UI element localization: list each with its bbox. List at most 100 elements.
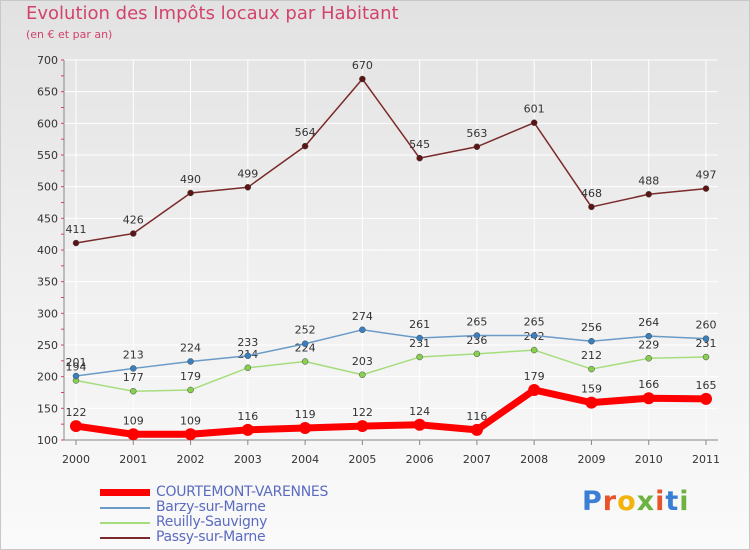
data-point xyxy=(585,396,598,409)
data-point xyxy=(588,337,595,345)
logo-letter: i xyxy=(655,486,666,517)
y-tick-label: 100 xyxy=(37,434,58,447)
data-label: 122 xyxy=(66,406,87,419)
legend-label: Passy-sur-Marne xyxy=(156,529,266,545)
data-label: 252 xyxy=(295,324,316,337)
y-tick-label: 550 xyxy=(37,149,58,162)
data-label: 116 xyxy=(237,410,258,423)
data-label: 109 xyxy=(180,414,201,427)
data-label: 116 xyxy=(466,410,487,423)
data-label: 468 xyxy=(581,187,602,200)
y-tick-label: 300 xyxy=(37,307,58,320)
data-point xyxy=(642,392,655,405)
data-point xyxy=(702,353,710,361)
y-tick-label: 200 xyxy=(37,371,58,384)
data-label: 601 xyxy=(524,103,545,116)
data-point xyxy=(416,154,423,162)
data-label: 564 xyxy=(295,126,316,139)
data-label: 179 xyxy=(180,370,201,383)
data-point xyxy=(645,355,652,362)
x-tick-label: 2011 xyxy=(692,453,720,466)
data-point xyxy=(530,119,538,126)
y-tick-label: 250 xyxy=(37,339,58,352)
data-label: 166 xyxy=(638,378,659,391)
data-label: 265 xyxy=(524,316,545,329)
data-label: 264 xyxy=(638,316,659,329)
logo-letter: t xyxy=(665,486,680,517)
data-point xyxy=(187,189,194,197)
data-point xyxy=(130,365,137,372)
data-label: 231 xyxy=(409,337,430,350)
data-point xyxy=(416,353,423,361)
data-label: 229 xyxy=(638,338,659,351)
logo-letter: o xyxy=(617,486,637,517)
data-label: 261 xyxy=(409,318,430,331)
x-tick-label: 2002 xyxy=(177,453,205,466)
y-tick-label: 600 xyxy=(37,117,58,130)
y-tick-label: 150 xyxy=(37,402,58,415)
data-label: 212 xyxy=(581,349,602,362)
data-point xyxy=(416,334,423,342)
data-point xyxy=(244,364,252,372)
data-label: 213 xyxy=(123,348,144,361)
data-point xyxy=(184,428,197,441)
data-label: 499 xyxy=(237,167,258,180)
chart-subtitle: (en € et par an) xyxy=(26,28,113,41)
data-label: 201 xyxy=(66,356,87,369)
y-tick-label: 700 xyxy=(37,54,58,67)
data-point xyxy=(528,383,541,396)
logo-letter: P xyxy=(582,486,603,517)
logo-letter: r xyxy=(602,486,618,517)
data-point xyxy=(473,350,481,358)
data-label: 256 xyxy=(581,321,602,334)
data-point xyxy=(359,371,366,379)
data-label: 497 xyxy=(696,169,717,182)
series-line xyxy=(75,349,707,392)
x-tick-label: 2007 xyxy=(463,453,491,466)
data-label: 159 xyxy=(581,383,602,396)
data-label: 119 xyxy=(295,408,316,421)
y-tick-label: 450 xyxy=(37,212,58,225)
data-point xyxy=(72,239,80,247)
data-label: 177 xyxy=(123,371,144,384)
logo-letter: x xyxy=(636,486,656,517)
data-point xyxy=(473,143,481,151)
data-label: 194 xyxy=(66,360,87,373)
data-point xyxy=(530,332,538,339)
x-tick-label: 2009 xyxy=(577,453,605,466)
series-line xyxy=(72,386,710,438)
data-point xyxy=(130,387,137,395)
data-point xyxy=(130,230,137,237)
x-tick-label: 2005 xyxy=(348,453,376,466)
data-point xyxy=(241,423,254,436)
legend-swatch xyxy=(100,507,150,509)
data-point xyxy=(645,191,652,198)
data-point xyxy=(359,75,366,83)
series-line xyxy=(75,329,707,377)
legend-swatch xyxy=(100,489,150,496)
data-point xyxy=(359,326,366,334)
data-point xyxy=(413,418,426,431)
data-point xyxy=(244,352,252,360)
data-label: 563 xyxy=(466,127,487,140)
data-point xyxy=(187,358,194,365)
data-point xyxy=(301,358,309,365)
data-point xyxy=(70,420,82,433)
data-label: 260 xyxy=(696,319,717,332)
data-label: 490 xyxy=(180,173,201,186)
data-label: 231 xyxy=(696,337,717,350)
chart-title: Evolution des Impôts locaux par Habitant xyxy=(26,3,399,24)
data-point xyxy=(473,332,481,339)
data-point xyxy=(301,340,309,347)
data-label: 124 xyxy=(409,405,430,418)
data-point xyxy=(588,365,595,373)
series-line xyxy=(75,78,707,244)
data-label: 224 xyxy=(180,341,201,354)
x-tick-label: 2010 xyxy=(635,453,663,466)
proxiti-logo: Proxiti xyxy=(582,486,690,517)
legend-label: Reuilly-Sauvigny xyxy=(156,514,268,530)
data-point xyxy=(588,203,595,211)
data-point xyxy=(127,428,140,441)
x-tick-label: 2006 xyxy=(406,453,434,466)
data-point xyxy=(299,421,312,434)
